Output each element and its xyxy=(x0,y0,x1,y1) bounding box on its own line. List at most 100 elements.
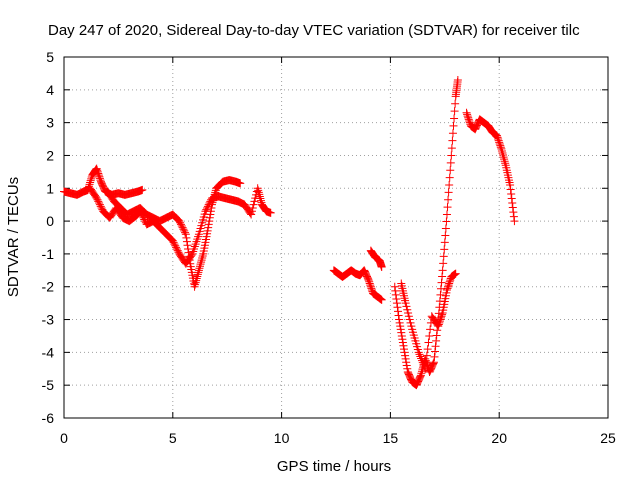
data-point xyxy=(422,358,431,367)
data-point xyxy=(401,299,410,308)
data-point xyxy=(465,118,474,127)
data-point xyxy=(426,325,435,334)
data-point xyxy=(366,282,375,291)
data-point xyxy=(396,325,405,334)
data-point xyxy=(403,364,412,373)
data-point xyxy=(448,129,457,138)
data-point xyxy=(95,200,104,209)
data-point xyxy=(207,200,216,209)
tick-labels: 0 5 10 15 20 25 -6 -5 -4 -3 -2 -1 0 1 2 3 4 5 xyxy=(42,49,616,446)
data-point xyxy=(185,256,194,265)
data-point xyxy=(495,139,504,148)
data-point xyxy=(395,318,404,327)
data-point xyxy=(96,202,105,211)
data-point xyxy=(407,322,416,331)
data-point xyxy=(439,259,448,268)
data-point xyxy=(192,276,201,285)
data-point xyxy=(92,164,101,173)
data-point xyxy=(190,282,199,291)
data-point xyxy=(211,188,220,197)
data-point xyxy=(204,220,213,229)
data-point xyxy=(170,240,179,249)
data-point xyxy=(94,197,103,206)
data-point xyxy=(447,144,456,153)
data-point xyxy=(510,217,519,226)
data-point xyxy=(206,210,215,219)
data-point xyxy=(184,248,193,257)
data-point xyxy=(508,203,517,212)
axis-ticks xyxy=(63,56,609,419)
data-point xyxy=(446,158,455,167)
data-point xyxy=(182,237,191,246)
data-point xyxy=(204,223,213,232)
data-point xyxy=(445,173,454,182)
data-point xyxy=(266,208,275,217)
data-point xyxy=(401,351,410,360)
data-point xyxy=(195,264,204,273)
data-point xyxy=(94,171,103,180)
data-point xyxy=(175,217,184,226)
data-point xyxy=(246,209,255,218)
data-point xyxy=(208,198,217,207)
data-point xyxy=(444,282,453,291)
data-point xyxy=(493,133,502,142)
data-point xyxy=(202,205,211,214)
data-point xyxy=(440,245,449,254)
data-point xyxy=(179,225,188,234)
data-point xyxy=(400,348,409,357)
data-point xyxy=(431,347,440,356)
y-tick-label: -4 xyxy=(42,344,55,360)
data-point xyxy=(85,182,94,191)
data-point xyxy=(448,136,457,145)
data-point xyxy=(432,331,441,340)
data-point xyxy=(182,233,191,242)
data-point xyxy=(442,210,451,219)
data-point xyxy=(430,352,439,361)
data-point xyxy=(180,226,189,235)
data-point xyxy=(497,144,506,153)
data-point xyxy=(451,99,460,108)
data-point xyxy=(444,195,453,204)
data-point xyxy=(256,194,265,203)
data-point xyxy=(95,174,104,183)
data-point xyxy=(393,303,402,312)
data-point xyxy=(464,113,473,122)
series-segment-2b xyxy=(366,246,386,272)
y-tick-label: 1 xyxy=(46,180,54,196)
data-point xyxy=(403,305,412,314)
data-point xyxy=(191,280,200,289)
data-point xyxy=(463,112,472,121)
data-point xyxy=(97,203,106,212)
data-point xyxy=(196,262,204,271)
series-segment-2 xyxy=(329,266,386,304)
data-point xyxy=(423,345,432,354)
data-point xyxy=(193,272,202,281)
data-point xyxy=(171,241,180,250)
data-point xyxy=(443,203,452,212)
data-point xyxy=(392,299,401,308)
data-point xyxy=(169,238,178,247)
data-point xyxy=(493,131,502,140)
data-point xyxy=(254,188,263,197)
data-point xyxy=(247,210,256,219)
data-point xyxy=(445,279,454,288)
series-segment-3-side xyxy=(397,269,460,373)
plot-frame xyxy=(63,56,609,419)
series-segment-3 xyxy=(390,75,462,390)
data-point xyxy=(499,151,508,160)
grid xyxy=(64,57,608,418)
data-point xyxy=(451,269,460,278)
data-point xyxy=(442,286,451,295)
data-point xyxy=(140,215,149,224)
data-point xyxy=(248,203,257,212)
data-point xyxy=(399,341,408,350)
series-segment-4 xyxy=(462,108,519,226)
data-point xyxy=(462,108,471,117)
data-point xyxy=(416,352,425,361)
data-point xyxy=(398,335,407,344)
data-point xyxy=(449,121,458,130)
data-point xyxy=(392,295,401,304)
data-point xyxy=(464,115,473,124)
data-point xyxy=(193,270,202,279)
